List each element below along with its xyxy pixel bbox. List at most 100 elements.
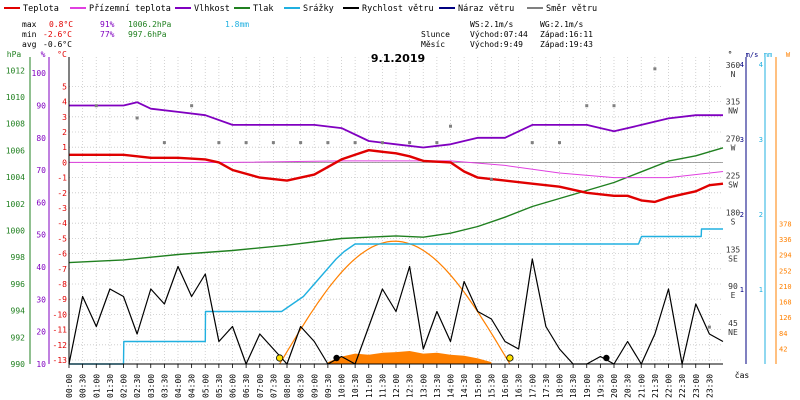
temperature-tick-label: -4	[57, 219, 67, 228]
stats-max-hum: 91%	[100, 20, 115, 29]
time-tick-label: 17:30	[542, 374, 551, 398]
legend-label: Tlak	[253, 4, 273, 14]
moon-rise: Východ:9:49	[470, 40, 523, 49]
pressure-tick-label: 1004	[6, 173, 25, 182]
time-tick-label: 22:30	[678, 374, 687, 398]
pressure-tick-label: 996	[11, 280, 26, 289]
wind-direction-point	[162, 141, 166, 145]
pressure-line	[68, 147, 724, 264]
humidity-tick-label: 60	[36, 198, 46, 207]
sun-tick-label: 336	[779, 236, 792, 244]
time-tick-label: 08:00	[283, 374, 292, 398]
time-tick-label: 10:00	[338, 374, 347, 398]
time-tick-label: 01:30	[106, 374, 115, 398]
sun-axis-unit: W	[786, 51, 791, 59]
wind-direction-point	[530, 141, 534, 145]
pressure-tick-label: 1010	[6, 93, 25, 102]
wind-direction-point	[299, 141, 303, 145]
wind-direction-point	[585, 104, 589, 108]
legend-label: Přízemní teplota	[89, 4, 171, 14]
direction-tick-value: 45	[728, 319, 738, 328]
time-tick-label: 04:30	[188, 374, 197, 398]
wind-ws: WS:2.1m/s	[470, 20, 514, 29]
temperature-tick-label: 5	[62, 82, 67, 91]
sun-curve	[279, 240, 511, 365]
temperature-line	[69, 149, 724, 204]
stats-min-label: min	[22, 30, 37, 39]
time-tick-label: 13:00	[419, 374, 428, 398]
direction-tick-value: 270	[726, 135, 741, 144]
direction-tick-value: 135	[726, 245, 741, 254]
sun-marker	[276, 354, 284, 362]
wind-direction-point	[380, 141, 384, 145]
time-tick-label: 06:00	[229, 374, 238, 398]
time-tick-label: 04:00	[174, 374, 183, 398]
sun-tick-label: 252	[779, 267, 792, 275]
wind-tick-label: 3	[740, 136, 744, 144]
sun-label: Slunce	[421, 30, 450, 39]
sun-set: Západ:16:11	[540, 30, 593, 39]
temperature-tick-label: 4	[62, 98, 67, 107]
humidity-line	[69, 101, 723, 149]
time-tick-label: 19:30	[596, 374, 605, 398]
temperature-tick-label: 0	[62, 158, 67, 167]
temperature-tick-label: 2	[62, 128, 67, 137]
wind-direction-point	[94, 104, 98, 108]
humidity-tick-label: 50	[36, 231, 46, 240]
moon-marker	[333, 354, 340, 362]
moon-set: Západ:19:43	[540, 40, 593, 49]
time-tick-label: 00:00	[65, 374, 74, 398]
legend-label: Náraz větru	[458, 4, 514, 14]
wind-direction-point	[435, 141, 439, 145]
wind-direction-point	[653, 67, 657, 71]
rain-line	[69, 228, 723, 365]
wind-tick-label: 2	[740, 211, 744, 219]
humidity-tick-label: 20	[36, 328, 46, 337]
wind-tick-label: 1	[740, 286, 744, 294]
time-tick-label: 05:00	[201, 374, 210, 398]
temperature-tick-label: 3	[62, 113, 67, 122]
sun-tick-label: 42	[779, 345, 787, 353]
wind-wg: WG:2.1m/s	[540, 20, 584, 29]
direction-tick-letter: SE	[728, 254, 738, 263]
wind-tick-label: 4	[740, 61, 744, 69]
wind-direction-point	[271, 141, 275, 145]
time-tick-label: 00:30	[79, 374, 88, 398]
time-tick-label: 05:30	[215, 374, 224, 398]
time-tick-label: 11:30	[378, 374, 387, 398]
wind-direction-point	[326, 141, 330, 145]
humidity-tick-label: 80	[36, 134, 46, 143]
legend-label: Teplota	[23, 4, 59, 14]
time-tick-label: 02:30	[133, 374, 142, 398]
time-tick-label: 16:30	[515, 374, 524, 398]
wind-direction-point	[135, 116, 139, 120]
direction-tick-value: 315	[726, 98, 741, 107]
direction-tick-letter: NE	[728, 328, 738, 337]
time-tick-label: 14:00	[447, 374, 456, 398]
rain-tick-label: 3	[759, 136, 763, 144]
wind-direction-point	[244, 141, 248, 145]
temperature-tick-label: -7	[57, 265, 67, 274]
temperature-tick-label: -1	[57, 174, 67, 183]
humidity-tick-label: 30	[36, 295, 46, 304]
chart-grid	[68, 57, 723, 364]
time-tick-label: 08:30	[297, 374, 306, 398]
stats-avg-temp: -0.6°C	[43, 40, 72, 49]
time-tick-label: 15:30	[487, 374, 496, 398]
sun-tick-label: 378	[779, 220, 792, 228]
time-tick-label: 07:00	[256, 374, 265, 398]
time-tick-label: 22:00	[665, 374, 674, 398]
direction-tick-letter: N	[731, 70, 736, 79]
time-tick-label: 03:30	[160, 374, 169, 398]
temperature-tick-label: -13	[53, 356, 68, 365]
time-tick-label: 13:30	[433, 374, 442, 398]
temperature-tick-label: -12	[53, 341, 68, 350]
legend-label: Vlhkost	[194, 4, 230, 14]
wind-direction-point	[353, 141, 357, 145]
wind-direction-point	[217, 141, 221, 145]
direction-tick-letter: W	[731, 144, 736, 153]
time-axis-unit: čas	[735, 370, 750, 380]
wind-axis-unit: m/s	[746, 51, 759, 59]
ground-temp-line	[69, 160, 724, 179]
